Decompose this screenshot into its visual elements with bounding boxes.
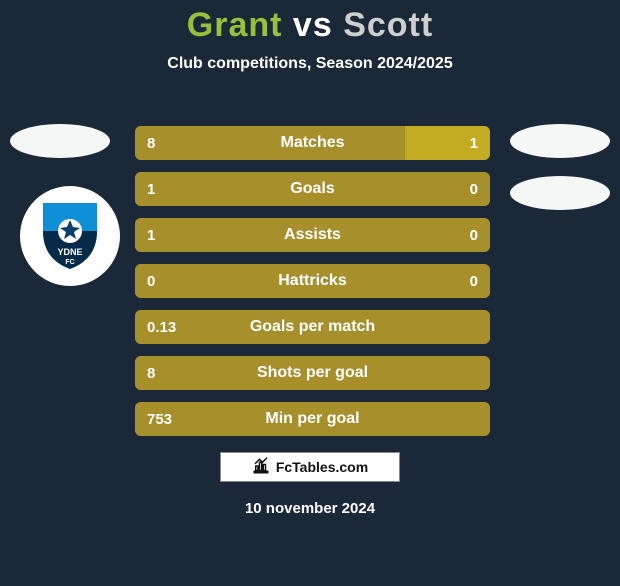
stat-bars: 81Matches10Goals10Assists00Hattricks0.13… xyxy=(135,126,490,448)
stat-value-right: 0 xyxy=(458,264,490,298)
subtitle: Club competitions, Season 2024/2025 xyxy=(0,55,620,73)
stat-fill-left xyxy=(135,402,490,436)
page-title: Grant vs Scott xyxy=(0,6,620,45)
stat-row: 81Matches xyxy=(135,126,490,160)
stat-value-left: 8 xyxy=(135,126,167,160)
chart-icon xyxy=(252,457,270,478)
stat-row: 10Assists xyxy=(135,218,490,252)
stat-value-right: 1 xyxy=(458,126,490,160)
stat-fill-left xyxy=(135,218,490,252)
player1-club-badge: YDNE FC xyxy=(20,186,120,286)
vs-text: vs xyxy=(293,6,333,44)
stat-row: 10Goals xyxy=(135,172,490,206)
stat-fill-left xyxy=(135,264,490,298)
player1-avatar-placeholder xyxy=(10,124,110,158)
snapshot-date: 10 november 2024 xyxy=(0,500,620,517)
stat-value-right: 0 xyxy=(458,172,490,206)
branding-badge[interactable]: FcTables.com xyxy=(220,452,400,482)
svg-text:YDNE: YDNE xyxy=(57,247,82,257)
stat-value-left: 1 xyxy=(135,218,167,252)
club-shield-icon: YDNE FC xyxy=(40,201,100,271)
stat-fill-left xyxy=(135,126,405,160)
branding-text: FcTables.com xyxy=(276,459,368,475)
stat-value-left: 0.13 xyxy=(135,310,188,344)
stat-row: 0.13Goals per match xyxy=(135,310,490,344)
stat-row: 00Hattricks xyxy=(135,264,490,298)
player2-club-placeholder xyxy=(510,176,610,210)
stat-value-left: 753 xyxy=(135,402,184,436)
stat-fill-left xyxy=(135,310,490,344)
stat-fill-left xyxy=(135,172,490,206)
stat-value-left: 0 xyxy=(135,264,167,298)
player2-name: Scott xyxy=(343,6,433,44)
stat-row: 8Shots per goal xyxy=(135,356,490,390)
player2-avatar-placeholder xyxy=(510,124,610,158)
stat-value-left: 1 xyxy=(135,172,167,206)
svg-text:FC: FC xyxy=(65,259,74,266)
stat-value-left: 8 xyxy=(135,356,167,390)
stat-row: 753Min per goal xyxy=(135,402,490,436)
stat-value-right: 0 xyxy=(458,218,490,252)
stat-fill-left xyxy=(135,356,490,390)
player1-name: Grant xyxy=(187,6,283,44)
